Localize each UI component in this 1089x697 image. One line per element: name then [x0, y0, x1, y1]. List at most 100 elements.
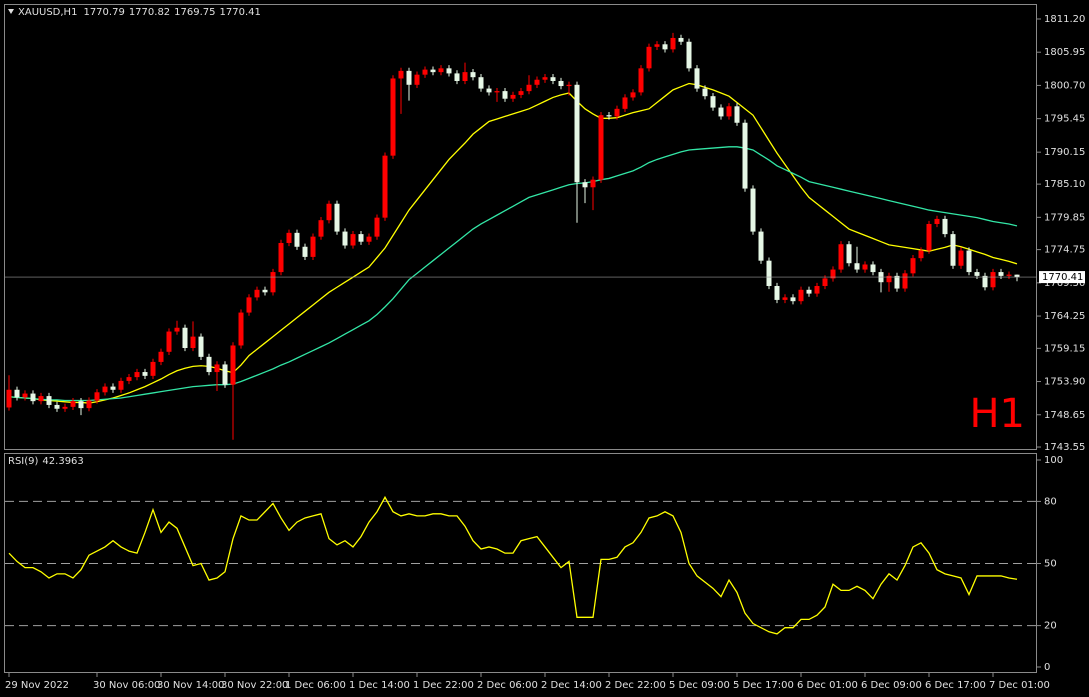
candle-body [838, 244, 844, 270]
candle-body [494, 91, 500, 93]
rsi-title: RSI(9) [8, 456, 39, 467]
candle-body [550, 77, 556, 81]
candle-body [182, 327, 188, 349]
candle-body [966, 250, 972, 273]
symbol: XAUUSD,H1 [18, 7, 77, 18]
candle-body [790, 297, 796, 302]
x-tick-label: 5 Dec 17:00 [733, 680, 794, 691]
candle-body [654, 44, 660, 47]
candle-body [950, 234, 956, 266]
candle-body [958, 250, 964, 266]
candle-body [526, 84, 532, 92]
candle-body [14, 389, 20, 398]
candle-body [342, 231, 348, 246]
y-tick-label: 1743.55 [1044, 442, 1085, 453]
candle-body [630, 92, 636, 98]
candle-body [294, 232, 300, 247]
y-tick-label: 1774.75 [1044, 245, 1085, 256]
candle-body [614, 108, 620, 117]
candle-body [638, 68, 644, 93]
candle-body [134, 372, 140, 378]
candle-body [518, 91, 524, 95]
x-tick-label: 6 Dec 01:00 [797, 680, 858, 691]
candle-body [870, 264, 876, 273]
candle-body [430, 69, 436, 73]
y-tick-label: 50 [1044, 559, 1057, 570]
y-tick-label: 100 [1044, 455, 1063, 466]
candle-body [990, 272, 996, 288]
candle-body [798, 289, 804, 302]
candle-body [814, 285, 820, 294]
candle-body [142, 372, 148, 376]
candle-body [702, 88, 708, 97]
candle-body [942, 218, 948, 235]
candle-body [22, 393, 28, 398]
candle-body [102, 386, 108, 393]
candle-body [126, 377, 132, 381]
candle-body [566, 84, 572, 87]
x-tick-label: 6 Dec 17:00 [925, 680, 986, 691]
candle-body [278, 242, 284, 273]
y-tick-label: 1759.15 [1044, 343, 1085, 354]
x-tick-label: 2 Dec 22:00 [605, 680, 666, 691]
y-tick-label: 0 [1044, 662, 1050, 673]
candle-body [454, 73, 460, 81]
candle-body [158, 351, 164, 362]
menu-arrow[interactable] [8, 9, 14, 14]
candle-body [758, 231, 764, 261]
y-tick-label: 1790.15 [1044, 147, 1085, 158]
candle-body [374, 217, 380, 237]
candle-body [742, 122, 748, 189]
candle-body [166, 331, 172, 352]
moving-average [8, 82, 1018, 404]
candle-body [478, 77, 484, 89]
header-open: 1770.79 [83, 7, 124, 18]
candle-body [982, 275, 988, 288]
candle-body [366, 236, 372, 242]
main-pane [4, 4, 1037, 450]
rsi-pane [4, 453, 1037, 673]
candle-body [974, 272, 980, 276]
candle-body [926, 223, 932, 251]
rsi-line [8, 495, 1018, 635]
candle-body [622, 97, 628, 109]
candle-body [86, 400, 92, 409]
candle-body [886, 275, 892, 283]
candle-body [382, 155, 388, 218]
y-tick-label: 1753.90 [1044, 377, 1085, 388]
candle-body [334, 203, 340, 232]
x-tick-label: 1 Dec 14:00 [349, 680, 410, 691]
y-tick-label: 1795.45 [1044, 114, 1085, 125]
rsi-value: 42.3963 [42, 456, 83, 467]
x-tick-label: 29 Nov 2022 [5, 680, 69, 691]
candle-body [822, 278, 828, 286]
x-tick-label: 30 Nov 06:00 [93, 680, 160, 691]
candle-body [118, 380, 124, 390]
candle-body [902, 273, 908, 289]
candle-body [590, 179, 596, 188]
candle-body [750, 188, 756, 232]
candle-body [806, 289, 812, 294]
candle-body [462, 72, 468, 81]
candle-body [150, 361, 156, 376]
header-close: 1770.41 [220, 7, 261, 18]
candle-body [710, 96, 716, 108]
candle-body [222, 364, 228, 385]
y-tick-label: 1769.50 [1044, 278, 1085, 289]
candle-body [854, 263, 860, 270]
candle-body [830, 269, 836, 279]
y-tick-label: 1764.25 [1044, 311, 1085, 322]
x-tick-label: 2 Dec 14:00 [541, 680, 602, 691]
candle-body [406, 70, 412, 85]
timeframe-watermark: H1 [969, 391, 1025, 437]
candle-body [6, 389, 12, 408]
x-tick-label: 2 Dec 06:00 [477, 680, 538, 691]
candle-body [662, 44, 668, 50]
y-tick-label: 1811.20 [1044, 14, 1085, 25]
candle-body [774, 285, 780, 300]
moving-average [8, 146, 1018, 402]
x-tick-label: 1 Dec 06:00 [285, 680, 346, 691]
candle-body [286, 232, 292, 243]
candle-body [582, 182, 588, 188]
